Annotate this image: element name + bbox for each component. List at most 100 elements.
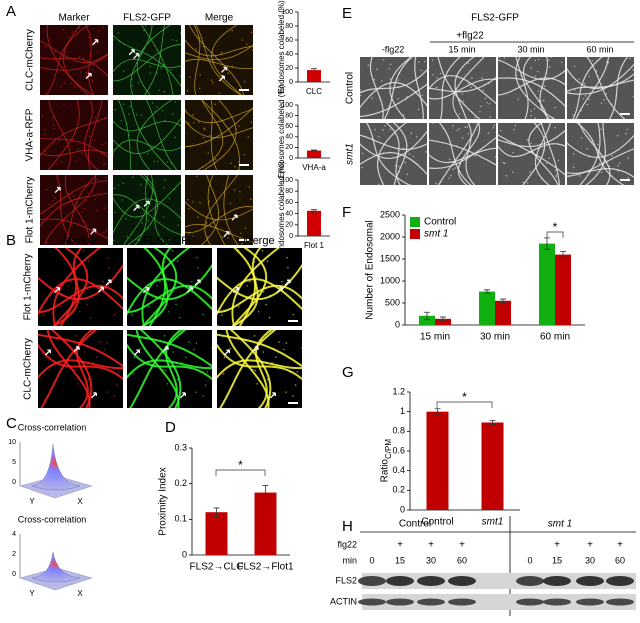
row-label: flg22	[337, 539, 357, 549]
speckle	[138, 81, 140, 84]
cell-outline	[113, 198, 181, 234]
speckle	[51, 141, 54, 144]
speckle	[117, 184, 120, 186]
speckle	[113, 38, 115, 41]
cell-outline	[185, 38, 253, 57]
speckle	[239, 232, 242, 235]
speckle	[492, 126, 495, 129]
cell-outline	[195, 25, 242, 95]
cell-outline	[113, 34, 181, 88]
significance-mark: *	[553, 220, 558, 234]
speckle	[86, 361, 88, 364]
speckle	[72, 138, 75, 140]
x-tick-label: FLS2→CLC	[190, 562, 244, 573]
speckle	[258, 294, 261, 296]
micrograph	[113, 25, 181, 95]
time-label: 0	[527, 555, 532, 565]
cell-outline	[360, 68, 427, 94]
arrow	[142, 287, 150, 294]
cell-outline	[129, 330, 187, 408]
speckle	[505, 174, 508, 177]
y-tick-label: 0	[400, 504, 405, 514]
speckle	[572, 114, 575, 116]
speckle	[104, 348, 106, 351]
speckle	[195, 48, 198, 50]
speckle	[488, 102, 491, 105]
speckle	[177, 330, 179, 333]
group-label: smt 1	[548, 519, 572, 530]
speckle	[77, 382, 79, 385]
speckle	[513, 128, 515, 131]
speckle	[126, 236, 129, 238]
speckle	[44, 133, 46, 135]
speckle	[580, 137, 583, 139]
y-axis-label: Ratio	[380, 459, 391, 483]
cell-outline	[127, 284, 212, 314]
speckle	[611, 103, 613, 105]
speckle	[43, 372, 46, 375]
speckle	[189, 76, 191, 78]
speckle	[414, 91, 417, 93]
cell-outline	[165, 330, 184, 408]
speckle	[252, 49, 253, 52]
panel-label: B	[6, 232, 16, 249]
speckle	[196, 256, 198, 259]
speckle	[467, 132, 469, 135]
treatment-mark: +	[459, 540, 465, 551]
speckle	[619, 162, 621, 164]
speckle	[227, 72, 230, 74]
cell-outline	[567, 67, 634, 90]
speckle	[250, 121, 253, 123]
speckle	[402, 114, 405, 116]
speckle	[42, 335, 45, 337]
speckle	[88, 36, 90, 39]
speckle	[285, 342, 288, 344]
speckle	[600, 128, 602, 130]
speckle	[143, 126, 146, 129]
speckle	[127, 324, 129, 326]
speckle	[420, 69, 423, 71]
speckle	[486, 101, 488, 104]
speckle	[60, 160, 63, 163]
speckle	[156, 285, 158, 287]
cell-outline	[136, 25, 172, 95]
band	[448, 576, 476, 586]
cell-outline	[217, 263, 302, 301]
speckle	[81, 220, 84, 223]
speckle	[285, 391, 287, 393]
speckle	[591, 59, 594, 62]
band	[417, 576, 445, 586]
speckle	[176, 260, 179, 263]
speckle	[495, 156, 496, 159]
speckle	[224, 297, 226, 300]
z-tick-label: 0	[12, 571, 16, 578]
arrow	[162, 346, 169, 353]
speckle	[156, 72, 158, 74]
speckle	[458, 113, 461, 115]
speckle	[91, 79, 93, 81]
speckle	[131, 314, 133, 316]
speckle	[123, 43, 126, 46]
cell-outline	[40, 138, 108, 159]
speckle	[229, 348, 231, 350]
y-tick-label: 100	[281, 177, 293, 184]
speckle	[72, 195, 75, 197]
speckle	[591, 140, 594, 143]
cell-outline	[231, 248, 268, 326]
speckle	[92, 362, 94, 364]
arrow	[252, 346, 259, 353]
speckle	[237, 249, 240, 252]
speckle	[160, 67, 162, 69]
speckle	[114, 211, 116, 214]
speckle	[140, 114, 143, 116]
speckle	[58, 305, 61, 308]
speckle	[577, 114, 579, 116]
speckle	[388, 105, 390, 107]
cell-outline	[130, 100, 172, 170]
speckle	[50, 348, 52, 350]
speckle	[582, 97, 585, 100]
speckle	[418, 61, 420, 63]
speckle	[459, 163, 462, 165]
speckle	[378, 135, 380, 138]
error-bar	[311, 68, 317, 72]
